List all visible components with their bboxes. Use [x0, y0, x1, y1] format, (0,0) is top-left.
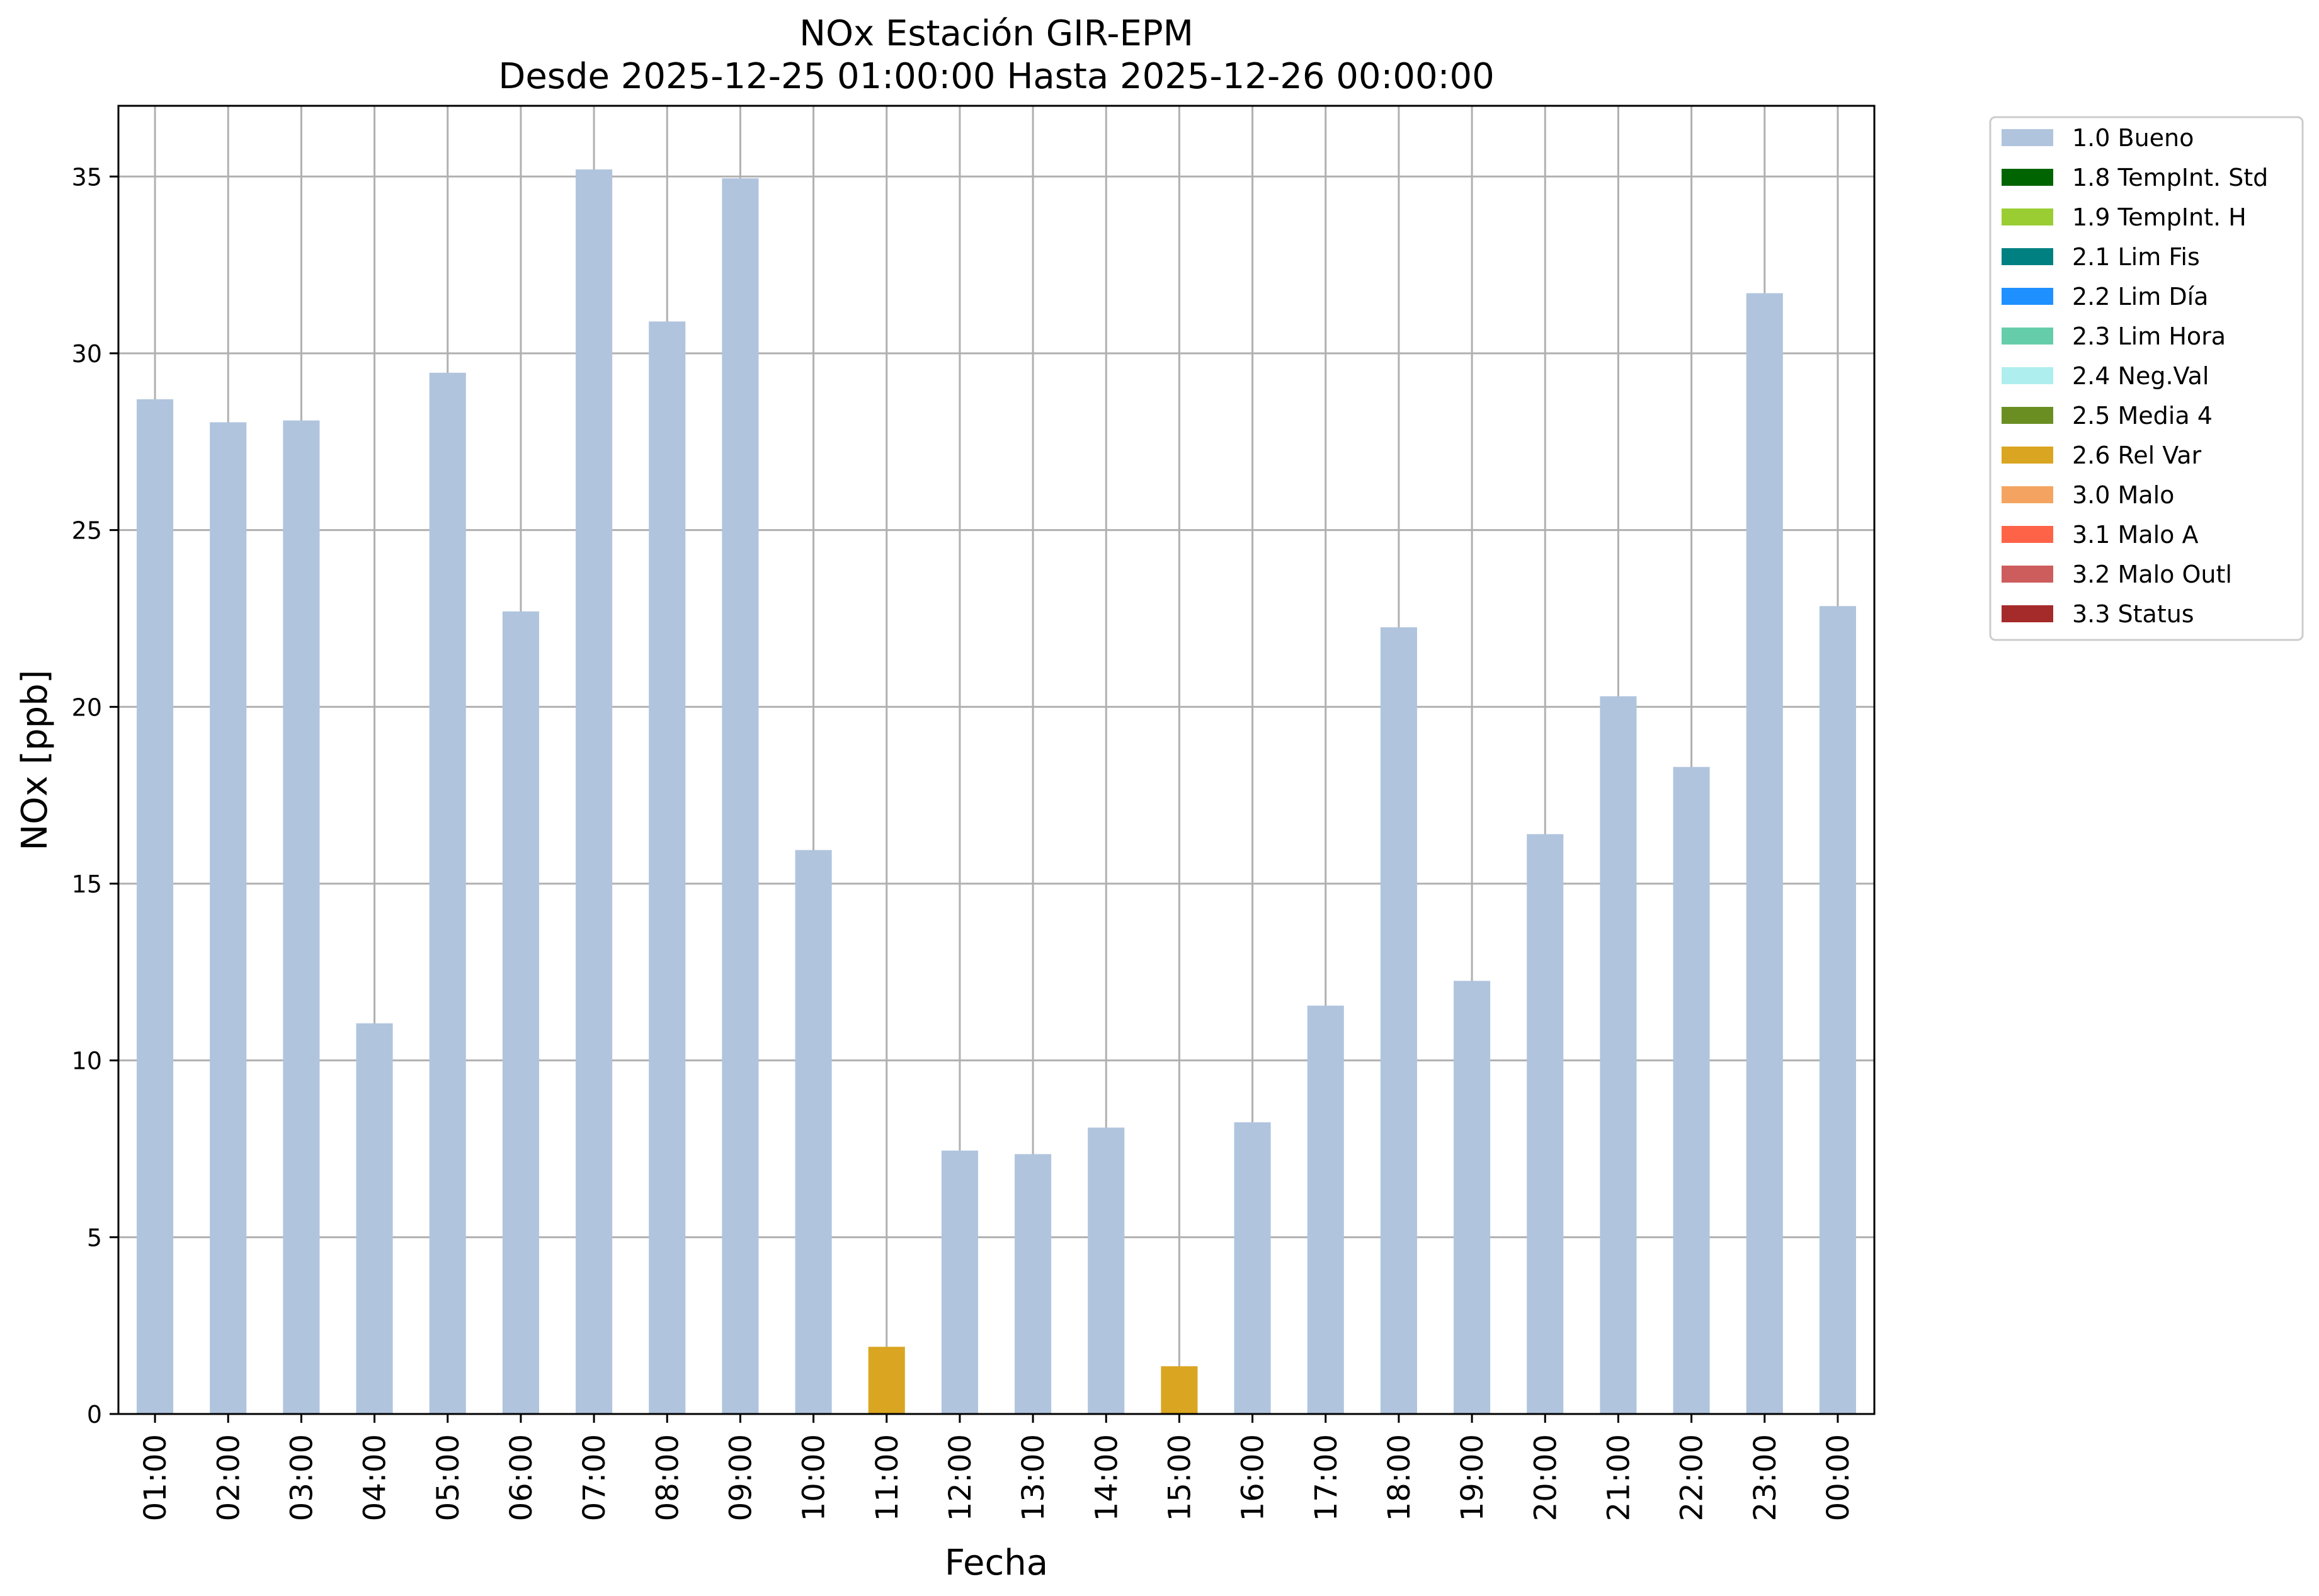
- x-tick-label: 16:00: [1236, 1434, 1271, 1521]
- y-tick-label: 35: [72, 163, 102, 191]
- x-axis: 01:00 02:00 03:00 04:00 05:00 06:00 07:00 08:00…: [138, 1414, 1856, 1521]
- y-tick-label: 0: [87, 1401, 102, 1428]
- x-tick-label: 18:00: [1382, 1434, 1417, 1521]
- chart-subtitle: Desde 2025-12-25 01:00:00 Hasta 2025-12-…: [498, 56, 1495, 97]
- legend-swatch: [2002, 447, 2053, 464]
- x-tick-label: 02:00: [211, 1434, 246, 1521]
- legend-box: [1989, 116, 2304, 641]
- legend-swatch: [2002, 407, 2053, 424]
- y-tick-label: 20: [72, 693, 102, 721]
- bar: [1746, 293, 1783, 1414]
- legend-swatch: [2002, 526, 2053, 543]
- legend-label: 1.0 Bueno: [2072, 124, 2194, 152]
- x-axis-label: Fecha: [945, 1542, 1048, 1583]
- bar: [795, 850, 832, 1414]
- legend-label: 2.1 Lim Fis: [2072, 243, 2200, 271]
- legend-swatch: [2002, 208, 2053, 225]
- bar: [1380, 627, 1417, 1415]
- bar: [722, 178, 759, 1414]
- bar: [868, 1347, 905, 1414]
- x-tick-label: 20:00: [1528, 1434, 1563, 1521]
- x-tick-label: 17:00: [1309, 1434, 1344, 1521]
- bar: [1234, 1122, 1271, 1414]
- bar: [649, 321, 686, 1414]
- bar: [356, 1023, 393, 1414]
- bar: [502, 611, 539, 1414]
- x-tick-label: 19:00: [1455, 1434, 1490, 1521]
- y-tick-label: 10: [72, 1047, 102, 1075]
- plot-frame: [117, 105, 1876, 1415]
- bar: [1819, 606, 1856, 1414]
- legend-swatch: [2002, 367, 2053, 384]
- x-tick-label: 12:00: [943, 1434, 978, 1521]
- legend-label: 1.8 TempInt. Std: [2072, 164, 2268, 191]
- bar: [941, 1150, 978, 1414]
- bar: [283, 420, 320, 1414]
- bar: [1454, 981, 1491, 1414]
- x-tick-label: 10:00: [797, 1434, 832, 1521]
- x-tick-label: 00:00: [1821, 1434, 1856, 1521]
- x-tick-label: 22:00: [1675, 1434, 1710, 1521]
- legend-swatch: [2002, 129, 2053, 146]
- legend-label: 3.3 Status: [2072, 600, 2194, 628]
- legend-label: 3.0 Malo: [2072, 481, 2174, 509]
- legend-swatch: [2002, 605, 2053, 622]
- legend-swatch: [2002, 169, 2053, 186]
- y-tick-label: 30: [72, 340, 102, 368]
- bar: [210, 422, 247, 1415]
- bar: [576, 169, 613, 1415]
- x-tick-label: 11:00: [870, 1434, 905, 1521]
- x-tick-label: 06:00: [504, 1434, 539, 1521]
- y-tick-label: 15: [72, 870, 102, 898]
- legend-label: 2.4 Neg.Val: [2072, 362, 2209, 390]
- x-tick-label: 14:00: [1089, 1434, 1124, 1521]
- legend-label: 2.2 Lim Día: [2072, 283, 2208, 311]
- bar: [429, 372, 466, 1414]
- legend-label: 2.6 Rel Var: [2072, 442, 2202, 469]
- legend-label: 2.3 Lim Hora: [2072, 322, 2226, 350]
- y-axis-label: NOx [ppb]: [14, 670, 55, 850]
- x-tick-label: 05:00: [431, 1434, 466, 1521]
- legend-swatch: [2002, 566, 2053, 583]
- y-axis: 0 5 10 15 20 25 30 35: [72, 163, 118, 1428]
- x-tick-label: 07:00: [577, 1434, 612, 1521]
- legend-swatch: [2002, 288, 2053, 305]
- bar: [1527, 834, 1564, 1414]
- legend: 1.0 Bueno 1.8 TempInt. Std 1.9 TempInt. H 2…: [1989, 116, 2304, 641]
- bar: [1015, 1154, 1052, 1414]
- x-tick-label: 15:00: [1162, 1434, 1197, 1521]
- bars-layer: [137, 169, 1856, 1415]
- bar: [1088, 1127, 1125, 1414]
- x-tick-label: 21:00: [1601, 1434, 1636, 1521]
- bar: [1307, 1005, 1344, 1414]
- y-tick-label: 5: [87, 1224, 102, 1251]
- bar: [1600, 696, 1637, 1414]
- chart-title: NOx Estación GIR-EPM: [799, 13, 1194, 54]
- x-tick-label: 09:00: [723, 1434, 758, 1521]
- x-tick-label: 03:00: [284, 1434, 319, 1521]
- x-tick-label: 08:00: [650, 1434, 685, 1521]
- legend-swatch: [2002, 486, 2053, 503]
- y-tick-label: 25: [72, 517, 102, 545]
- x-tick-label: 13:00: [1016, 1434, 1051, 1521]
- legend-label: 1.9 TempInt. H: [2072, 203, 2247, 231]
- legend-swatch: [2002, 248, 2053, 265]
- x-tick-label: 23:00: [1748, 1434, 1783, 1521]
- x-tick-label: 04:00: [358, 1434, 393, 1521]
- bar: [137, 399, 174, 1414]
- legend-swatch: [2002, 328, 2053, 345]
- x-tick-label: 01:00: [138, 1434, 173, 1521]
- legend-label: 3.2 Malo Outl: [2072, 561, 2232, 588]
- legend-label: 3.1 Malo A: [2072, 521, 2198, 549]
- bar: [1161, 1366, 1198, 1414]
- legend-label: 2.5 Media 4: [2072, 402, 2213, 430]
- bar: [1673, 767, 1710, 1414]
